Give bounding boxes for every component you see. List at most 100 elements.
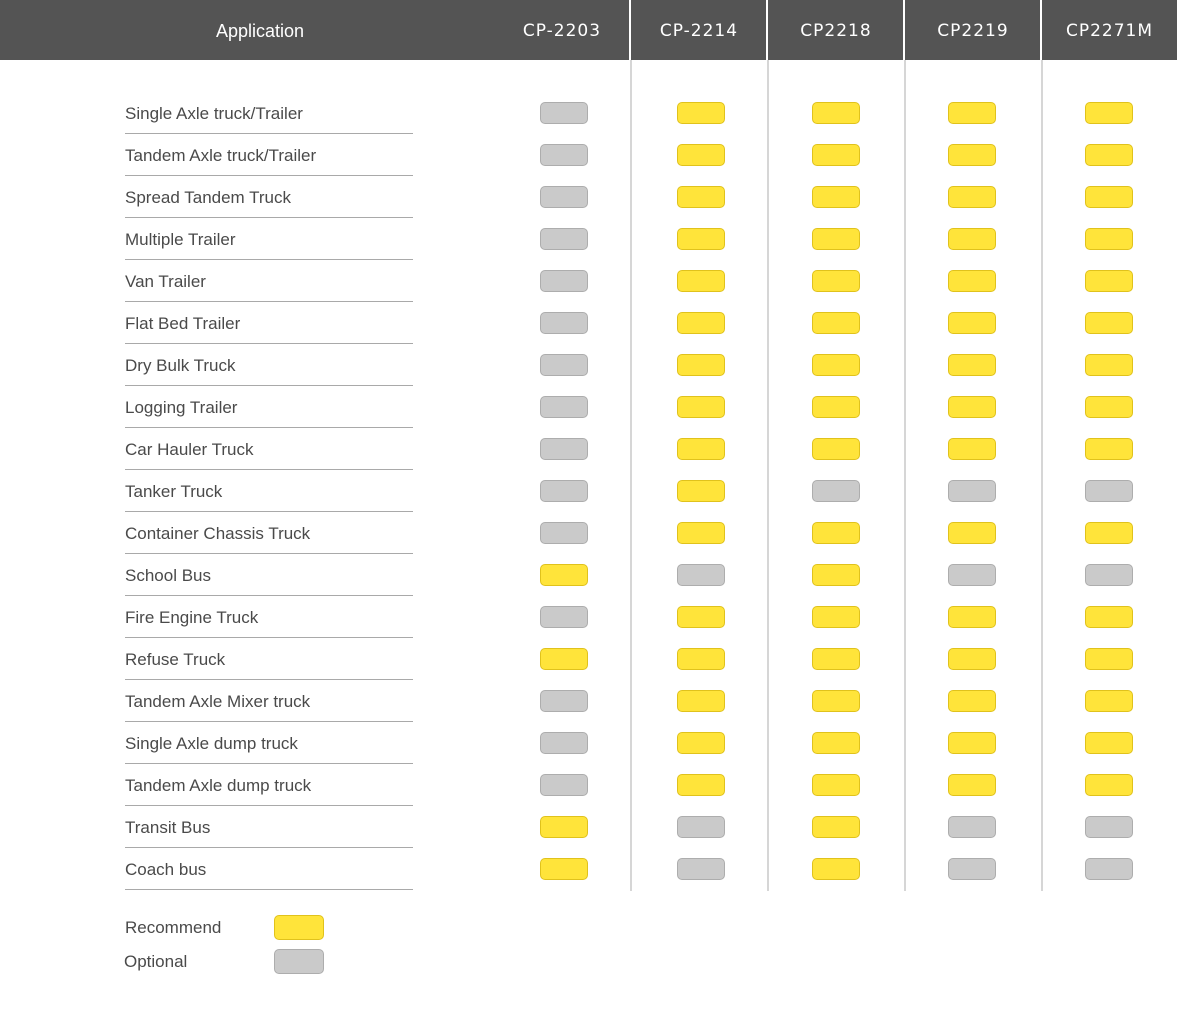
- cell-recommend-indicator: [1085, 354, 1133, 376]
- cell-recommend-indicator: [948, 438, 996, 460]
- cell-recommend-indicator: [677, 102, 725, 124]
- cell-recommend-indicator: [1085, 690, 1133, 712]
- legend-optional-swatch: [274, 949, 324, 974]
- application-column-header: Application: [215, 21, 305, 41]
- cell-recommend-indicator: [540, 564, 588, 586]
- cell-recommend-indicator: [812, 354, 860, 376]
- column-divider: [1041, 60, 1043, 891]
- cell-recommend-indicator: [677, 396, 725, 418]
- cell-recommend-indicator: [540, 648, 588, 670]
- cell-optional-indicator: [540, 186, 588, 208]
- cell-recommend-indicator: [948, 354, 996, 376]
- row-label: Tandem Axle dump truck: [125, 776, 312, 795]
- model-header-cp-2203: CP-2203: [522, 21, 602, 41]
- model-header-cp2271m: CP2271M: [1065, 21, 1154, 41]
- legend-optional-label: Optional: [124, 952, 188, 971]
- row-divider: [125, 721, 413, 722]
- row-label: Single Axle dump truck: [125, 734, 298, 753]
- cell-optional-indicator: [540, 312, 588, 334]
- cell-recommend-indicator: [1085, 606, 1133, 628]
- cell-recommend-indicator: [948, 228, 996, 250]
- cell-recommend-indicator: [948, 312, 996, 334]
- row-divider: [125, 637, 413, 638]
- cell-recommend-indicator: [540, 816, 588, 838]
- cell-optional-indicator: [540, 606, 588, 628]
- legend-recommend-swatch: [274, 915, 324, 940]
- row-label: Fire Engine Truck: [125, 608, 259, 627]
- cell-recommend-indicator: [1085, 228, 1133, 250]
- cell-recommend-indicator: [812, 690, 860, 712]
- row-divider: [125, 763, 413, 764]
- cell-optional-indicator: [540, 102, 588, 124]
- row-divider: [125, 553, 413, 554]
- row-divider: [125, 217, 413, 218]
- cell-recommend-indicator: [812, 774, 860, 796]
- row-divider: [125, 175, 413, 176]
- cell-optional-indicator: [1085, 816, 1133, 838]
- cell-recommend-indicator: [812, 522, 860, 544]
- cell-recommend-indicator: [948, 102, 996, 124]
- cell-recommend-indicator: [1085, 144, 1133, 166]
- cell-recommend-indicator: [677, 228, 725, 250]
- cell-recommend-indicator: [677, 480, 725, 502]
- cell-recommend-indicator: [812, 564, 860, 586]
- row-divider: [125, 679, 413, 680]
- cell-recommend-indicator: [540, 858, 588, 880]
- cell-optional-indicator: [540, 354, 588, 376]
- cell-recommend-indicator: [677, 144, 725, 166]
- cell-optional-indicator: [948, 858, 996, 880]
- cell-optional-indicator: [948, 564, 996, 586]
- cell-optional-indicator: [948, 816, 996, 838]
- cell-optional-indicator: [1085, 564, 1133, 586]
- row-divider: [125, 595, 413, 596]
- cell-recommend-indicator: [812, 858, 860, 880]
- cell-recommend-indicator: [1085, 312, 1133, 334]
- cell-optional-indicator: [1085, 480, 1133, 502]
- row-label: Van Trailer: [125, 272, 206, 291]
- cell-recommend-indicator: [948, 774, 996, 796]
- header-divider: [903, 0, 905, 60]
- row-divider: [125, 343, 413, 344]
- row-label: Car Hauler Truck: [125, 440, 254, 459]
- cell-recommend-indicator: [948, 270, 996, 292]
- cell-recommend-indicator: [1085, 438, 1133, 460]
- cell-recommend-indicator: [677, 438, 725, 460]
- cell-recommend-indicator: [677, 690, 725, 712]
- row-divider: [125, 511, 413, 512]
- row-label: Tandem Axle Mixer truck: [125, 692, 311, 711]
- row-divider: [125, 805, 413, 806]
- cell-recommend-indicator: [948, 732, 996, 754]
- cell-optional-indicator: [540, 690, 588, 712]
- cell-recommend-indicator: [948, 606, 996, 628]
- cell-optional-indicator: [540, 144, 588, 166]
- cell-recommend-indicator: [1085, 186, 1133, 208]
- row-divider: [125, 385, 413, 386]
- column-divider: [767, 60, 769, 891]
- row-divider: [125, 133, 413, 134]
- row-label: Coach bus: [125, 860, 207, 879]
- cell-optional-indicator: [677, 564, 725, 586]
- row-divider: [125, 847, 413, 848]
- model-header-cp2218: CP2218: [800, 21, 872, 41]
- cell-recommend-indicator: [1085, 732, 1133, 754]
- row-label: Multiple Trailer: [125, 230, 236, 249]
- row-divider: [125, 301, 413, 302]
- cell-recommend-indicator: [948, 522, 996, 544]
- cell-recommend-indicator: [948, 186, 996, 208]
- cell-recommend-indicator: [677, 732, 725, 754]
- legend-recommend-label: Recommend: [125, 918, 222, 937]
- cell-optional-indicator: [540, 438, 588, 460]
- cell-recommend-indicator: [677, 774, 725, 796]
- cell-recommend-indicator: [812, 102, 860, 124]
- cell-recommend-indicator: [677, 522, 725, 544]
- row-label: Transit Bus: [125, 818, 211, 837]
- cell-recommend-indicator: [1085, 522, 1133, 544]
- cell-recommend-indicator: [812, 186, 860, 208]
- cell-optional-indicator: [540, 228, 588, 250]
- model-header-cp2219: CP2219: [937, 21, 1009, 41]
- cell-recommend-indicator: [812, 228, 860, 250]
- row-divider: [125, 427, 413, 428]
- header-divider: [766, 0, 768, 60]
- row-label: Flat Bed Trailer: [125, 314, 241, 333]
- row-label: Spread Tandem Truck: [125, 188, 291, 207]
